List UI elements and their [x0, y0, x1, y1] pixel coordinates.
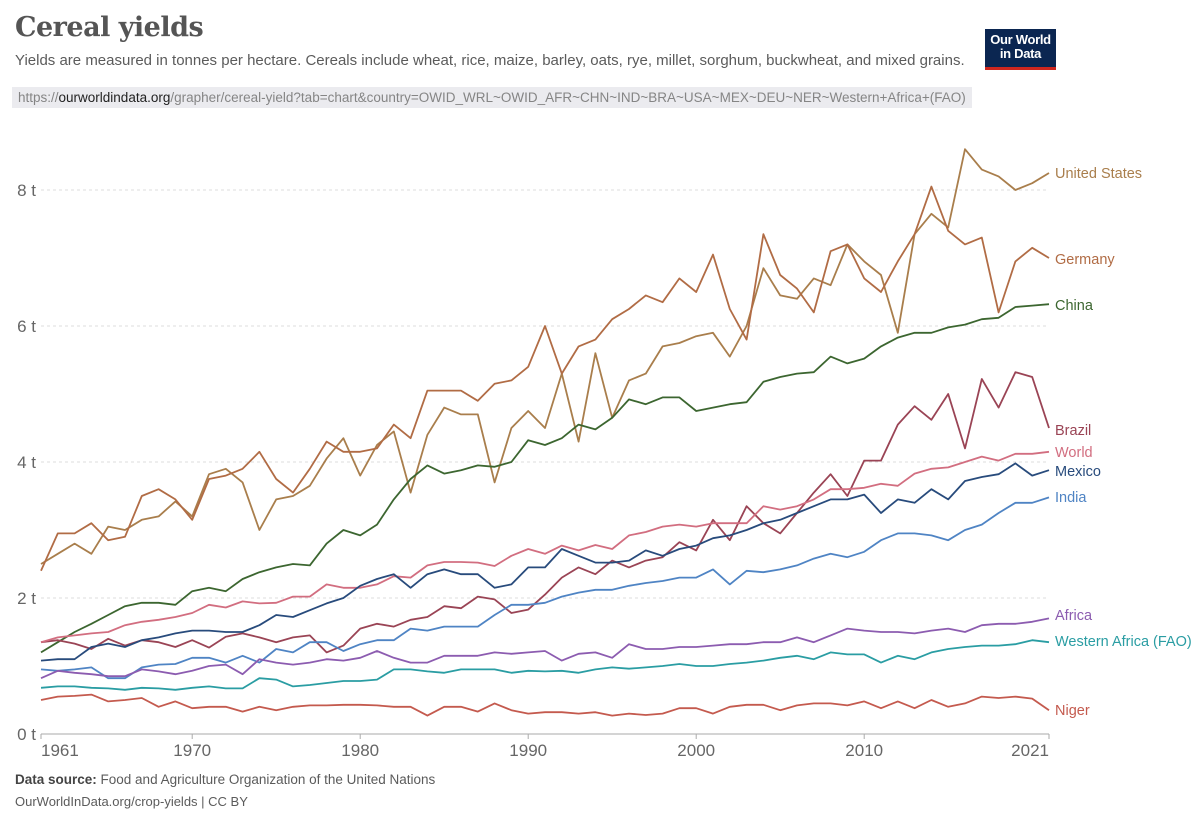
series-line-germany	[40, 185, 1050, 572]
series-label-brazil: Brazil	[1055, 423, 1091, 439]
series-line-niger	[40, 693, 1050, 717]
series-label-africa: Africa	[1055, 608, 1093, 624]
series-label-united-states: United States	[1055, 166, 1142, 182]
series-line-mexico	[40, 462, 1050, 662]
x-tick-label: 2000	[677, 741, 715, 760]
series-label-world: World	[1055, 445, 1093, 461]
logo-line1: Our World	[990, 32, 1051, 47]
series-line-united-states	[40, 148, 1050, 565]
chart-subtitle: Yields are measured in tonnes per hectar…	[15, 52, 965, 69]
x-tick-label: 2010	[845, 741, 883, 760]
series-line-brazil	[40, 371, 1050, 654]
series-label-india: India	[1055, 490, 1087, 506]
series-label-germany: Germany	[1055, 252, 1115, 268]
data-source-label: Data source:	[15, 772, 97, 787]
series-label-western-africa-fao: Western Africa (FAO)	[1055, 634, 1192, 650]
x-tick-label: 1980	[341, 741, 379, 760]
series-line-india	[40, 496, 1050, 680]
y-tick-label: 4 t	[17, 453, 36, 472]
y-axis-ticks: 0 t 2 t 4 t 6 t 8 t	[17, 181, 36, 744]
gridlines	[41, 189, 1049, 599]
data-source: Data source: Food and Agriculture Organi…	[15, 772, 435, 787]
y-tick-label: 2 t	[17, 589, 36, 608]
series-line-world	[40, 450, 1050, 644]
x-tick-label: 2021	[1011, 741, 1049, 760]
url-prefix: https://	[18, 90, 59, 105]
series-label-niger: Niger	[1055, 703, 1090, 719]
series-line-china	[40, 303, 1050, 654]
url-domain: ourworldindata.org	[58, 90, 171, 105]
url-path: /grapher/cereal-yield?tab=chart&country=…	[170, 90, 966, 105]
y-tick-label: 6 t	[17, 317, 36, 336]
logo-line2: in Data	[999, 46, 1042, 61]
series-line-western-africa-fao	[40, 639, 1050, 691]
series-label-mexico: Mexico	[1055, 464, 1101, 480]
owid-logo[interactable]: Our World in Data	[985, 29, 1056, 70]
x-tick-label: 1990	[509, 741, 547, 760]
x-axis: 1961 1970 1980 1990 2000 2010 2021	[40, 733, 1050, 760]
series-lines	[40, 148, 1050, 717]
data-source-text: Food and Agriculture Organization of the…	[96, 772, 436, 787]
url-bar[interactable]: https://ourworldindata.org/grapher/cerea…	[12, 87, 972, 108]
x-tick-label: 1961	[41, 741, 79, 760]
series-line-africa	[40, 617, 1050, 680]
credit-link[interactable]: OurWorldInData.org/crop-yields | CC BY	[15, 794, 248, 809]
x-tick-label: 1970	[173, 741, 211, 760]
chart-title: Cereal yields	[15, 12, 204, 43]
series-labels: United States Germany China Brazil World Mexi…	[1055, 166, 1192, 719]
y-tick-label: 8 t	[17, 181, 36, 200]
y-tick-label: 0 t	[17, 725, 36, 744]
series-label-china: China	[1055, 298, 1094, 314]
